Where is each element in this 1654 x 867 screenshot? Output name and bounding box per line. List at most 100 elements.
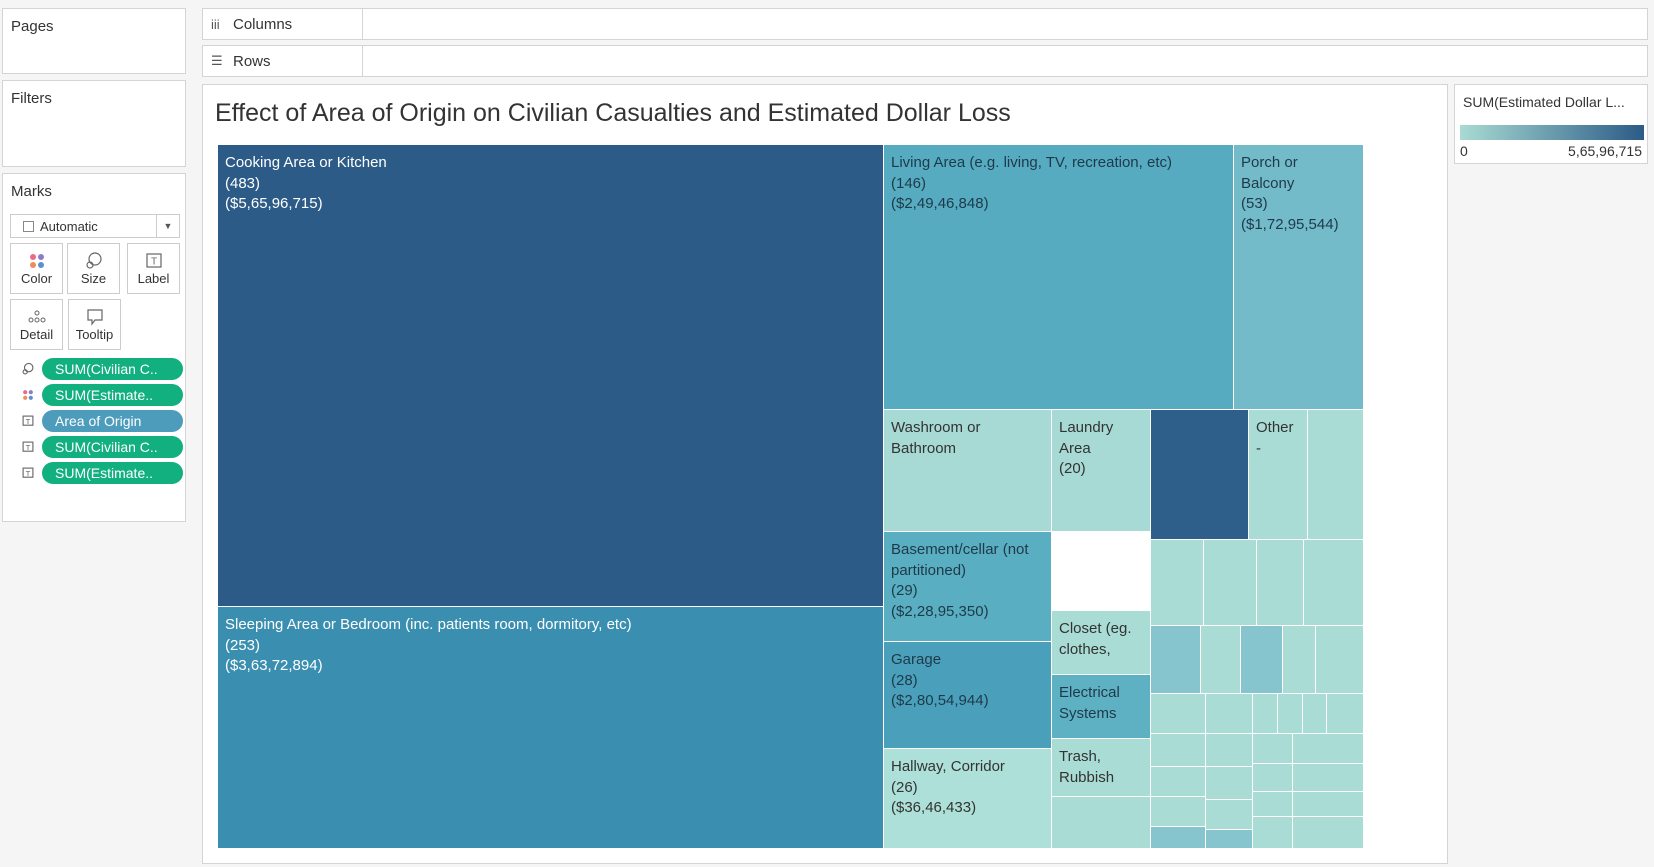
- legend-gradient: [1460, 125, 1644, 140]
- tile-loss: ($5,65,96,715): [225, 195, 323, 212]
- mark-type-value: Automatic: [40, 218, 98, 234]
- treemap-tile-label: Hallway, Corridor (26) ($36,46,433): [891, 757, 1046, 819]
- tile-casualties: (253): [225, 636, 261, 654]
- treemap-tile-label: Porch or Balcony (53) ($1,72,95,544): [1241, 153, 1341, 235]
- treemap-tile[interactable]: Garage (28) ($2,80,54,944): [884, 642, 1052, 749]
- treemap-tile[interactable]: [1327, 694, 1364, 734]
- treemap-tile[interactable]: [1206, 830, 1253, 849]
- color-button-label: Color: [20, 271, 53, 286]
- field-pill[interactable]: SUM(Civilian C..: [42, 436, 183, 458]
- treemap-tile[interactable]: [1283, 626, 1316, 694]
- svg-text:T: T: [26, 417, 31, 426]
- treemap-tile-label: Cooking Area or Kitchen (483) ($5,65,96,71…: [225, 153, 865, 215]
- treemap-tile[interactable]: [1253, 694, 1278, 734]
- treemap-tile[interactable]: [1151, 626, 1201, 694]
- treemap-tile[interactable]: [1206, 694, 1253, 734]
- marks-panel: Marks Automatic ▼ Color Size T Label Det…: [2, 173, 186, 522]
- treemap-tile[interactable]: [1293, 764, 1364, 792]
- treemap-tile[interactable]: Laundry Area (20): [1052, 410, 1151, 532]
- chevron-down-icon[interactable]: ▼: [156, 215, 179, 237]
- treemap-tile[interactable]: [1253, 792, 1293, 817]
- tile-name: Closet (eg. clothes,: [1059, 620, 1132, 658]
- size-icon: [22, 362, 34, 375]
- treemap-tile[interactable]: [1253, 764, 1293, 792]
- tile-name: Garage: [891, 651, 942, 668]
- columns-shelf[interactable]: iii Columns: [202, 8, 1648, 40]
- treemap-tile[interactable]: [1308, 410, 1364, 540]
- treemap-tile[interactable]: [1151, 540, 1204, 626]
- tile-casualties: (26): [891, 778, 918, 796]
- treemap-tile-label: Closet (eg. clothes,: [1059, 619, 1149, 660]
- treemap-tile[interactable]: [1253, 817, 1293, 849]
- label-icon: T: [22, 415, 34, 426]
- columns-shelf-label: iii Columns: [203, 9, 363, 39]
- treemap-tile[interactable]: Closet (eg. clothes,: [1052, 611, 1151, 675]
- treemap-tile[interactable]: [1316, 626, 1364, 694]
- label-icon: T: [22, 441, 34, 452]
- treemap-tile[interactable]: [1293, 792, 1364, 817]
- treemap-tile[interactable]: [1293, 734, 1364, 764]
- treemap-tile[interactable]: [1303, 694, 1327, 734]
- treemap-tile[interactable]: [1206, 800, 1253, 830]
- treemap-tile[interactable]: [1151, 797, 1206, 827]
- treemap-tile-label: Living Area (e.g. living, TV, recreation…: [891, 153, 1221, 215]
- treemap-tile[interactable]: [1293, 817, 1364, 849]
- color-legend[interactable]: SUM(Estimated Dollar L... 0 5,65,96,715: [1454, 84, 1648, 164]
- treemap-tile[interactable]: [1201, 626, 1241, 694]
- treemap-tile[interactable]: [1206, 734, 1253, 767]
- treemap-tile[interactable]: Sleeping Area or Bedroom (inc. patients …: [218, 607, 884, 849]
- field-pill[interactable]: SUM(Estimate..: [42, 462, 183, 484]
- tooltip-icon: [86, 309, 103, 326]
- tile-casualties: (146): [891, 174, 927, 192]
- field-pill[interactable]: SUM(Estimate..: [42, 384, 183, 406]
- treemap-tile[interactable]: [1204, 540, 1257, 626]
- treemap-tile[interactable]: Basement/cellar (not partitioned) (29) ($2…: [884, 532, 1052, 642]
- filters-title: Filters: [11, 90, 52, 107]
- label-button[interactable]: T Label: [127, 243, 180, 294]
- tile-name: Cooking Area or Kitchen: [225, 154, 387, 171]
- treemap-tile[interactable]: Cooking Area or Kitchen (483) ($5,65,96,71…: [218, 145, 884, 607]
- tile-loss: ($36,46,433): [891, 799, 977, 816]
- treemap-tile[interactable]: Porch or Balcony (53) ($1,72,95,544): [1234, 145, 1364, 410]
- tile-name: Living Area (e.g. living, TV, recreation…: [891, 154, 1172, 171]
- tile-loss: ($2,80,54,944): [891, 692, 989, 709]
- color-button[interactable]: Color: [10, 243, 63, 294]
- marks-field-row: SUM(Civilian C..: [11, 358, 189, 380]
- detail-button[interactable]: Detail: [10, 299, 63, 350]
- field-pill[interactable]: Area of Origin: [42, 410, 183, 432]
- treemap-tile[interactable]: Washroom or Bathroom: [884, 410, 1052, 532]
- tile-name: Porch or Balcony: [1241, 154, 1298, 192]
- treemap-tile-label: Electrical Systems: [1059, 683, 1149, 724]
- size-button-label: Size: [80, 271, 107, 286]
- treemap-tile[interactable]: [1278, 694, 1303, 734]
- size-button[interactable]: Size: [67, 243, 120, 294]
- treemap-tile[interactable]: [1304, 540, 1364, 626]
- treemap-tile[interactable]: [1257, 540, 1304, 626]
- tile-loss: ($3,63,72,894): [225, 657, 323, 674]
- treemap-tile[interactable]: [1052, 797, 1151, 849]
- treemap-tile[interactable]: [1151, 827, 1206, 849]
- mark-type-square-icon: [23, 220, 34, 232]
- color-icon: [29, 254, 44, 268]
- treemap-tile[interactable]: [1206, 767, 1253, 800]
- treemap-tile[interactable]: [1151, 694, 1206, 734]
- tile-casualties: (20): [1059, 460, 1086, 477]
- treemap-tile[interactable]: [1253, 734, 1293, 764]
- treemap-tile[interactable]: [1151, 767, 1206, 797]
- treemap-tile[interactable]: Electrical Systems: [1052, 675, 1151, 739]
- treemap-tile-label: Sleeping Area or Bedroom (inc. patients …: [225, 615, 865, 677]
- treemap-tile[interactable]: Living Area (e.g. living, TV, recreation…: [884, 145, 1234, 410]
- treemap-tile[interactable]: [1241, 626, 1283, 694]
- filters-panel[interactable]: Filters: [2, 80, 186, 167]
- treemap-tile[interactable]: Hallway, Corridor (26) ($36,46,433): [884, 749, 1052, 849]
- rows-shelf[interactable]: ☰ Rows: [202, 45, 1648, 77]
- pages-panel[interactable]: Pages: [2, 8, 186, 74]
- treemap-tile-label: Other -: [1256, 418, 1307, 459]
- treemap-tile[interactable]: Trash, Rubbish: [1052, 739, 1151, 797]
- treemap-tile[interactable]: Other -: [1249, 410, 1308, 540]
- mark-type-dropdown[interactable]: Automatic ▼: [10, 214, 180, 238]
- treemap-tile[interactable]: [1151, 734, 1206, 767]
- treemap-tile[interactable]: [1151, 410, 1249, 540]
- tooltip-button[interactable]: Tooltip: [68, 299, 121, 350]
- field-pill[interactable]: SUM(Civilian C..: [42, 358, 183, 380]
